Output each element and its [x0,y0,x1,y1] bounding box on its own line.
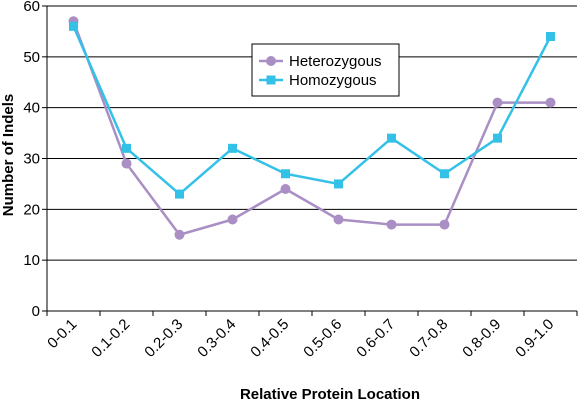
series-heterozygous [68,16,556,240]
data-point-homozygous [281,169,290,179]
x-tick-label: 0-0.1 [44,316,80,352]
y-tick-label: 50 [23,49,40,66]
x-tick-label: 0.8-0.9 [459,316,504,361]
data-point-heterozygous [174,229,185,240]
data-point-homozygous [228,143,237,153]
x-tick-label: 0.4-0.5 [247,316,292,361]
x-tick-label: 0.3-0.4 [194,316,239,361]
data-point-heterozygous [333,214,344,225]
x-tick-label: 0.9-1.0 [512,316,557,361]
data-point-heterozygous [280,184,291,194]
legend-item-homozygous: Homozygous [259,72,377,89]
legend-item-heterozygous: Heterozygous [259,53,382,70]
y-tick-label: 10 [23,252,40,269]
series-line-heterozygous [72,20,551,236]
data-point-homozygous [387,133,396,143]
data-point-homozygous [493,133,502,143]
x-tick-label: 0.2-0.3 [141,316,186,361]
legend-heterozygous-marker-icon [266,56,276,66]
y-tick-label: 20 [23,201,40,218]
series-group [68,16,556,240]
data-point-heterozygous [121,158,132,169]
x-tick-label: 0.5-0.6 [300,316,345,361]
legend-box [251,43,400,97]
data-point-heterozygous [227,214,238,225]
data-point-homozygous [334,179,343,189]
x-tick-label: 0.1-0.2 [88,316,133,361]
y-tick-label: 0 [32,303,40,320]
data-point-heterozygous [439,219,450,230]
data-point-heterozygous [386,219,397,230]
axes [42,5,578,316]
x-axis-title: Relative Protein Location [240,386,420,403]
legend-homozygous-marker-icon [266,75,276,85]
y-tick-label: 40 [23,100,40,117]
data-point-homozygous [546,32,555,41]
legend-homozygous-label: Homozygous [289,72,377,89]
y-tick-label: 30 [23,151,40,168]
data-point-homozygous [440,169,449,179]
legend: Heterozygous Homozygous [251,43,400,97]
y-axis-title: Number of Indels [0,94,17,217]
y-tick-label: 60 [23,0,40,15]
data-point-homozygous [122,143,131,153]
legend-heterozygous-label: Heterozygous [289,53,382,70]
data-point-homozygous [175,189,184,199]
data-point-homozygous [69,21,78,31]
data-point-heterozygous [492,97,503,108]
x-tick-label: 0.6-0.7 [353,316,398,361]
series-homozygous [69,21,555,199]
data-point-heterozygous [545,97,556,108]
series-line-homozygous [72,25,552,196]
x-tick-label: 0.7-0.8 [406,316,451,361]
